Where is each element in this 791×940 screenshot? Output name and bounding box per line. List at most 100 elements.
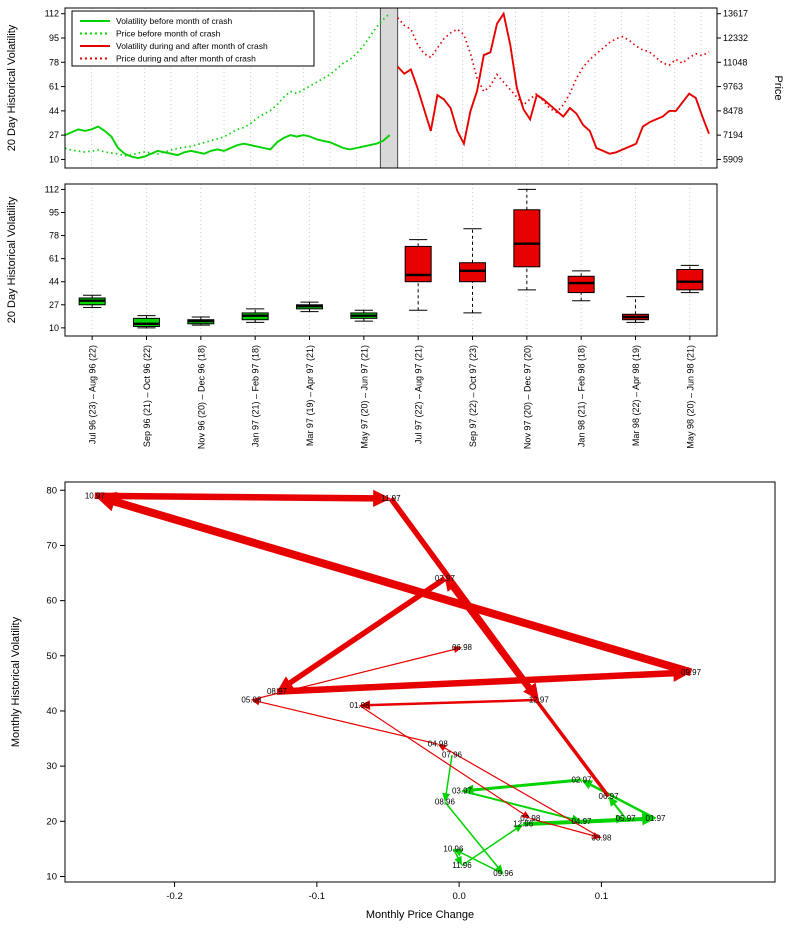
legend-label: Price during and after month of crash xyxy=(116,54,256,64)
arrow-01.97-to-02.97 xyxy=(588,782,657,820)
arrowhead-01.97 xyxy=(642,812,656,826)
legend-label: Volatility before month of crash xyxy=(116,16,233,26)
y-right-tick-label: 7194 xyxy=(723,130,743,140)
arrow-12.97-to-01.98 xyxy=(367,698,539,707)
boxplot-1 xyxy=(78,294,106,308)
boxplot-4 xyxy=(241,308,269,323)
y-left-tick-label: 10 xyxy=(49,154,59,164)
arrowhead-02.97 xyxy=(581,779,594,790)
arrow-05.97-to-06.97 xyxy=(612,801,627,820)
y-right-tick-label: 9763 xyxy=(723,82,743,92)
x-tick-label: 0.0 xyxy=(453,891,466,902)
x-category-label: Sep 96 (21) – Oct 96 (22) xyxy=(142,345,152,447)
arrowhead-05.98 xyxy=(251,698,261,706)
y-tick-label: 78 xyxy=(49,231,59,241)
boxplot-5 xyxy=(296,301,323,313)
arrow-09.97-to-10.97 xyxy=(111,497,693,677)
arrowhead-04.98 xyxy=(437,744,447,752)
y-tick-label: 61 xyxy=(49,254,59,264)
x-category-label: Mar 97 (19) – Apr 97 (21) xyxy=(305,345,315,446)
boxplot-8 xyxy=(459,228,486,314)
arrow-02.97-to-03.97 xyxy=(471,778,582,792)
y-right-tick-label: 13617 xyxy=(723,9,748,19)
x-category-label: May 98 (20) – Jun 98 (21) xyxy=(685,345,695,449)
x-tick-label: -0.2 xyxy=(166,891,182,902)
point-label-12.96: 12.96 xyxy=(513,820,534,829)
boxplot-9 xyxy=(513,188,541,291)
legend-box xyxy=(71,10,315,67)
bottom-x-axis-title: Monthly Price Change xyxy=(365,909,475,921)
boxplot-11 xyxy=(622,296,649,323)
x-category-label: Nov 96 (20) – Dec 96 (18) xyxy=(196,345,206,449)
series-solid-green xyxy=(64,125,391,159)
y-left-tick-label: 78 xyxy=(49,57,59,67)
top-y-left-axis-title: 20 Day Historical Volatility xyxy=(6,24,18,152)
x-category-label: Jul 97 (22) – Aug 97 (21) xyxy=(414,345,424,444)
x-category-label: Jan 98 (21) – Feb 98 (18) xyxy=(577,345,587,447)
arrow-09.96-to-10.96 xyxy=(459,851,504,875)
point-label-04.98: 04.98 xyxy=(428,740,449,749)
x-tick-label: 0.1 xyxy=(595,891,608,902)
x-category-label: Nov 97 (20) – Dec 97 (20) xyxy=(522,345,532,449)
point-label-01.98: 01.98 xyxy=(350,701,371,710)
y-tick-label: 30 xyxy=(46,761,57,772)
crash-month-band xyxy=(379,7,399,169)
y-tick-label: 44 xyxy=(49,277,59,287)
point-label-06.97: 06.97 xyxy=(599,792,620,801)
arrowhead-06.98 xyxy=(453,645,462,654)
middle-boxplot-chart: Jul 96 (23) – Aug 96 (22) Sep 96 (21) – O… xyxy=(45,183,718,449)
arrowhead-05.97 xyxy=(615,814,626,824)
y-left-tick-label: 27 xyxy=(49,130,59,140)
top-timeseries-chart: 10 27 44 61 78 95 112 5909 7194 8478 9763 11048 1233… xyxy=(45,7,748,169)
y-tick-label: 10 xyxy=(49,323,59,333)
point-label-10.96: 10.96 xyxy=(443,844,464,853)
point-label-04.97: 04.97 xyxy=(571,817,592,826)
arrow-04.97-to-05.97 xyxy=(581,818,619,823)
plot-frame xyxy=(64,183,718,337)
plot-frame xyxy=(64,481,776,883)
y-tick-label: 27 xyxy=(49,300,59,310)
arrowhead-04.97 xyxy=(571,814,582,824)
arrow-10.97-to-11.97 xyxy=(94,492,376,502)
point-label-05.97: 05.97 xyxy=(616,814,637,823)
arrowhead-12.96 xyxy=(513,824,524,833)
boxplot-10 xyxy=(567,270,595,302)
x-category-label: May 97 (20) – Jun 97 (21) xyxy=(359,345,369,449)
y-tick-label: 20 xyxy=(46,816,57,827)
x-category-label: Sep 97 (22) – Oct 97 (23) xyxy=(468,345,478,447)
point-label-10.97: 10.97 xyxy=(85,491,106,500)
point-label-02.98: 02.98 xyxy=(520,814,541,823)
y-right-tick-label: 12332 xyxy=(723,33,748,43)
plot-frame xyxy=(64,7,718,169)
legend-label: Volatility during and after month of cra… xyxy=(116,41,268,51)
arrowhead-11.97 xyxy=(373,489,391,508)
point-label-03.97: 03.97 xyxy=(452,786,473,795)
arrowhead-06.97 xyxy=(608,796,618,807)
point-label-11.96: 11.96 xyxy=(452,861,472,870)
point-label-09.96: 09.96 xyxy=(493,869,514,878)
boxplot-12 xyxy=(676,264,704,294)
middle-y-axis-title: 20 Day Historical Volatility xyxy=(6,196,18,324)
arrowhead-09.96 xyxy=(494,864,504,874)
bottom-phase-chart: -0.2 -0.1 0.0 0.1 10 20 30 40 50 60 70 80 07.96 08.96… xyxy=(46,481,776,902)
point-label-09.97: 09.97 xyxy=(681,668,702,677)
point-label-12.97: 12.97 xyxy=(529,695,550,704)
point-label-05.98: 05.98 xyxy=(241,695,262,704)
arrowhead-01.98 xyxy=(359,700,371,710)
boxplot-6 xyxy=(350,309,378,322)
x-category-label: Jul 96 (23) – Aug 96 (22) xyxy=(88,345,98,444)
trajectory-arrows xyxy=(94,489,693,875)
arrow-02.98-to-03.98 xyxy=(530,817,596,837)
boxplot-3 xyxy=(187,316,215,326)
arrow-01.98-to-02.98 xyxy=(359,704,526,816)
y-left-tick-label: 44 xyxy=(49,106,59,116)
top-y-right-axis-title: Price xyxy=(772,75,784,101)
arrow-07.96-to-08.96 xyxy=(445,754,453,796)
arrow-07.97-to-08.97 xyxy=(286,576,447,687)
arrowhead-12.97 xyxy=(523,682,539,700)
y-tick-label: 80 xyxy=(46,485,57,496)
boxplot-2 xyxy=(133,315,160,329)
point-label-07.96: 07.96 xyxy=(442,751,463,760)
y-tick-label: 95 xyxy=(49,208,59,218)
bottom-y-axis-title: Monthly Historical Volatility xyxy=(10,616,22,748)
